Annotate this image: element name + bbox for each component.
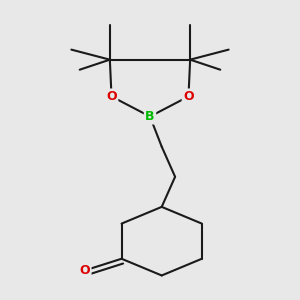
Text: O: O — [183, 90, 194, 103]
Text: B: B — [145, 110, 155, 123]
Text: O: O — [106, 90, 117, 103]
Text: O: O — [80, 264, 90, 277]
